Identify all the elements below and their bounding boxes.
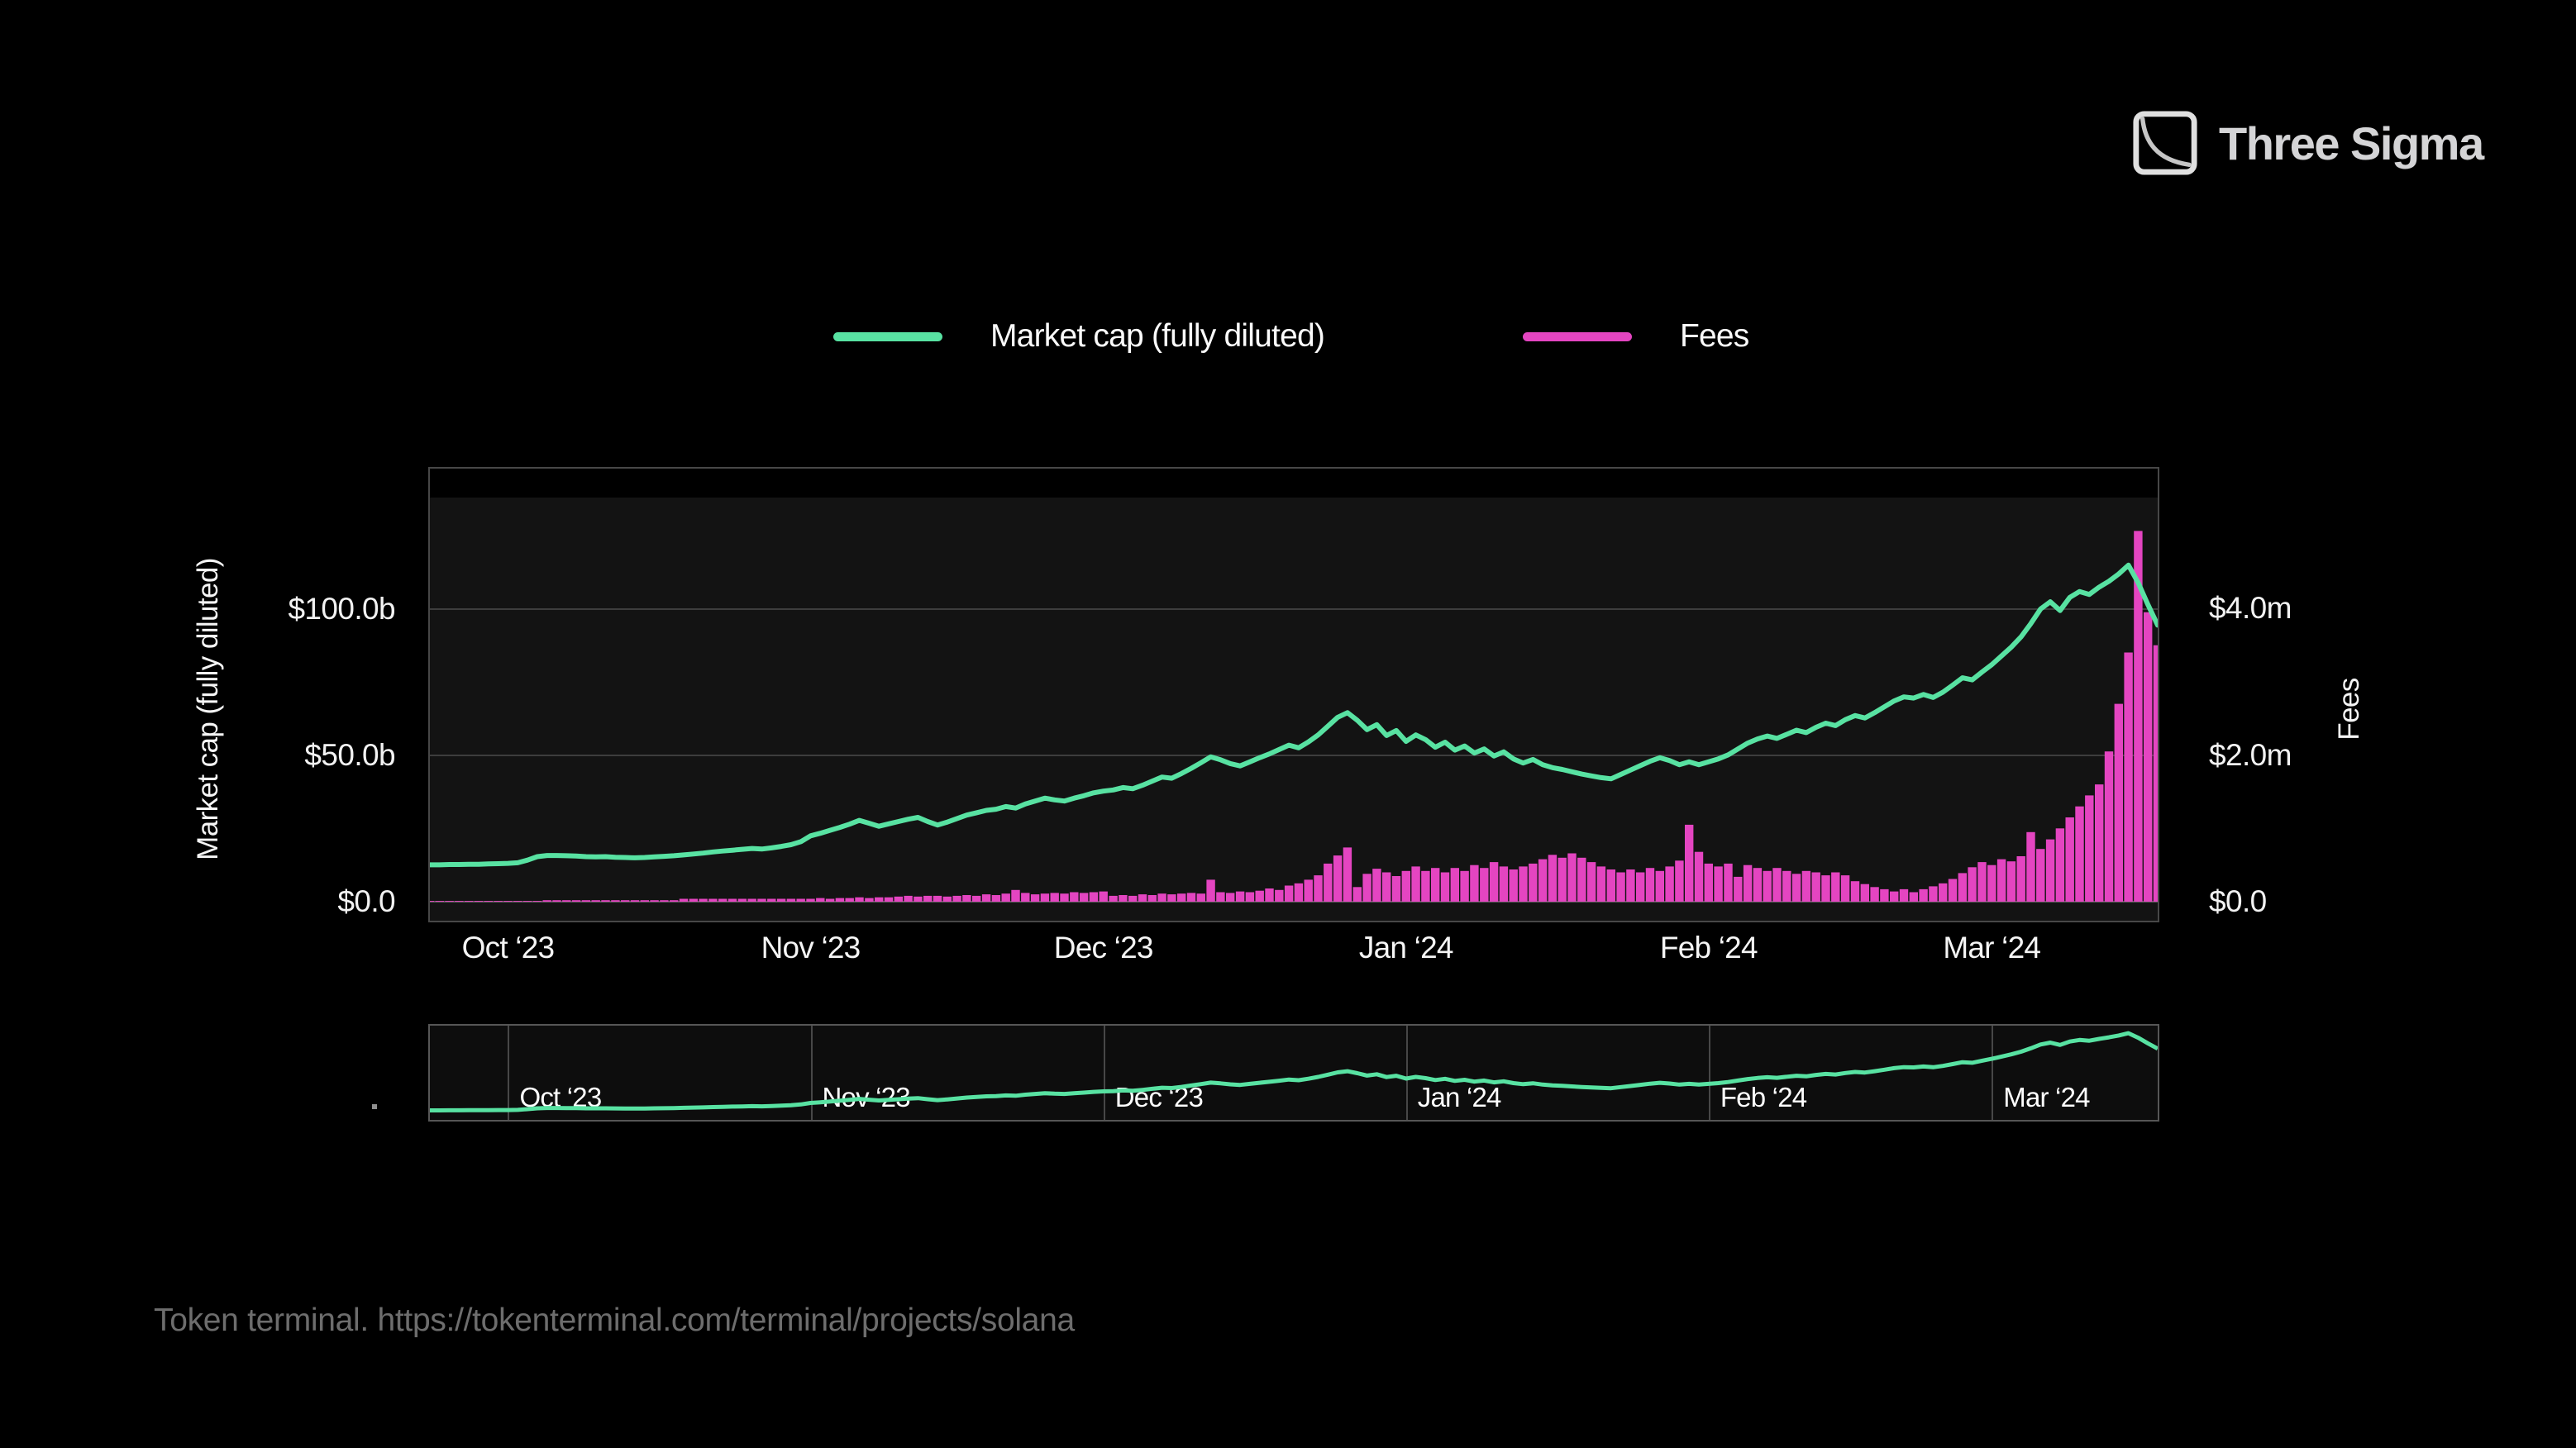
mini-month-label: Mar ‘24 (2003, 1082, 2090, 1112)
main-chart-canvas (430, 531, 2158, 902)
x-tick-label: Oct ‘23 (461, 931, 555, 965)
x-tick-label: Jan ‘24 (1358, 931, 1454, 965)
mini-month-gridline (1992, 1026, 1994, 1120)
right-axis-tick-label: $0.0 (2209, 884, 2267, 918)
gridline (430, 607, 2158, 610)
mini-month-gridline (810, 1026, 813, 1120)
stray-dot (372, 1104, 377, 1109)
mini-month-gridline (1708, 1026, 1710, 1120)
gridline (430, 754, 2158, 756)
mini-month-label: Dec ‘23 (1114, 1082, 1204, 1112)
right-axis-tick-label: $4.0m (2209, 591, 2292, 626)
legend-item-market-cap[interactable]: Market cap (fully diluted) (833, 316, 1325, 357)
x-axis-labels: Oct ‘23 Nov ‘23 Dec ‘23 Jan ‘24 Feb ‘24 Mar ‘… (430, 931, 2158, 972)
right-axis-tick-label: $2.0m (2209, 737, 2292, 772)
left-axis-tick-label: $100.0b (288, 591, 395, 626)
mini-month-label: Nov ‘23 (822, 1082, 911, 1112)
x-tick-label: Dec ‘23 (1053, 931, 1154, 965)
main-plot-area[interactable] (428, 467, 2159, 922)
market-cap-legend-swatch (833, 331, 942, 341)
market-cap-line (430, 562, 2158, 868)
x-tick-label: Nov ‘23 (761, 931, 861, 965)
x-tick-label: Mar ‘24 (1943, 931, 2041, 965)
fees-bars (430, 531, 2158, 902)
legend-item-fees[interactable]: Fees (1523, 316, 1749, 357)
x-tick-label: Feb ‘24 (1659, 931, 1758, 965)
mini-chart-brush[interactable]: Oct ‘23 Nov ‘23 Dec ‘23 Jan ‘24 Feb ‘24 Mar ‘… (428, 1024, 2159, 1122)
brand-name: Three Sigma (2219, 117, 2484, 169)
plot-top-band (430, 469, 2158, 498)
left-axis-tick-label: $0.0 (337, 884, 395, 918)
mini-month-label: Feb ‘24 (1720, 1082, 1807, 1112)
mini-month-label: Jan ‘24 (1417, 1082, 1502, 1112)
mini-market-cap-line (430, 1031, 2158, 1112)
mini-month-label: Oct ‘23 (519, 1082, 602, 1112)
mini-chart-canvas (430, 1031, 2158, 1112)
x-axis-baseline (430, 901, 2158, 903)
three-sigma-logo-icon (2133, 111, 2197, 175)
source-attribution: Token terminal. https://tokenterminal.co… (154, 1303, 1075, 1338)
brand-logo: Three Sigma (2131, 108, 2484, 178)
mini-month-gridline (1405, 1026, 1408, 1120)
mini-month-gridline (1103, 1026, 1105, 1120)
right-axis-title: Fees (2333, 678, 2365, 741)
fees-legend-swatch (1523, 331, 1632, 341)
mini-month-gridline (508, 1026, 510, 1120)
fees-legend-label: Fees (1680, 318, 1749, 354)
market-cap-legend-label: Market cap (fully diluted) (990, 318, 1325, 354)
left-axis-tick-label: $50.0b (304, 737, 395, 772)
